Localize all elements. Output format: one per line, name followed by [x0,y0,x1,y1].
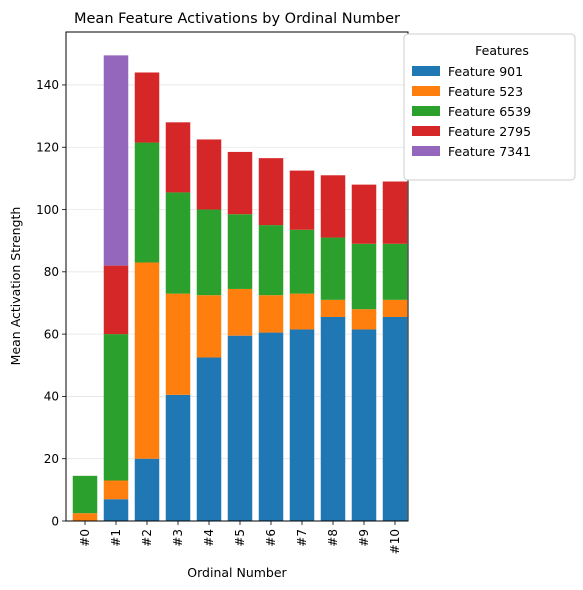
bar-n2-feature-2795 [134,72,160,143]
bar-n0-feature-523 [72,513,98,521]
bar-n10-feature-523 [382,299,408,317]
y-tick-label: 0 [51,514,59,528]
x-tick-label: #0 [78,529,92,547]
legend-title: Features [475,43,529,58]
y-tick-label: 120 [36,141,59,155]
legend-box [403,33,576,181]
bar-n1-feature-7341 [103,55,129,266]
bar-n2-feature-901 [134,458,160,521]
legend-items: Feature 901 Feature 523 Feature 6539 Featur… [412,64,531,159]
bar-n4-feature-901 [196,357,222,521]
bar-n6-feature-523 [258,295,284,333]
x-tick-label: #8 [326,529,340,547]
bar-n1-feature-523 [103,480,129,500]
plot-frame [65,31,409,522]
bar-n7-feature-2795 [289,170,315,230]
legend-swatch [412,146,440,156]
bar-n4-feature-6539 [196,209,222,296]
bar-n3-feature-6539 [165,192,191,294]
bar-n3-feature-523 [165,293,191,395]
y-tick-label: 60 [44,327,59,341]
x-tick-label: #10 [388,529,402,554]
x-tick-label: #5 [233,529,247,547]
legend-swatch [412,126,440,136]
bars [72,55,408,521]
bar-n6-feature-901 [258,332,284,521]
x-tick-label: #6 [264,529,278,547]
x-tick-label: #3 [171,529,185,547]
y-axis-label: Mean Activation Strength [8,207,23,366]
bar-n1-feature-6539 [103,334,129,481]
bar-n5-feature-523 [227,288,253,336]
legend-swatch [412,66,440,76]
bar-n8-feature-6539 [320,237,346,300]
bar-n9-feature-523 [351,309,377,330]
bar-n7-feature-523 [289,293,315,330]
bar-n5-feature-6539 [227,214,253,289]
bar-n3-feature-2795 [165,122,191,193]
y-tick-label: 140 [36,78,59,92]
legend-label: Feature 2795 [448,124,531,139]
x-axis-label: Ordinal Number [187,565,287,580]
y-tick-label: 40 [44,390,59,404]
bar-n8-feature-523 [320,299,346,317]
bar-n10-feature-901 [382,316,408,521]
axes: #0 #1 #2 #3 #4 #5 #6 #7 #8 #9 #10 0 20 40 60 80 100 120 14… [36,31,409,554]
legend-label: Feature 7341 [448,144,531,159]
legend-swatch [412,106,440,116]
bar-n6-feature-6539 [258,225,284,296]
legend-label: Feature 901 [448,64,523,79]
x-tick-label: #9 [357,529,371,547]
bar-n10-feature-6539 [382,243,408,300]
bar-n5-feature-2795 [227,151,253,215]
bar-n3-feature-901 [165,394,191,521]
legend-label: Feature 523 [448,84,523,99]
y-tick-label: 20 [44,452,59,466]
y-tick-label: 100 [36,203,59,217]
bar-n9-feature-6539 [351,243,377,310]
bar-n10-feature-2795 [382,181,408,244]
legend-swatch [412,86,440,96]
bar-n1-feature-901 [103,499,129,521]
legend-label: Feature 6539 [448,104,531,119]
bar-n1-feature-2795 [103,265,129,335]
bar-n9-feature-901 [351,329,377,521]
x-tick-label: #7 [295,529,309,547]
bar-n8-feature-2795 [320,175,346,238]
x-tick-label: #1 [109,529,123,547]
bar-n9-feature-2795 [351,184,377,244]
bar-n0-feature-6539 [72,475,98,514]
bar-n8-feature-901 [320,316,346,521]
bar-n7-feature-6539 [289,229,315,294]
bar-n2-feature-6539 [134,142,160,263]
y-tick-label: 80 [44,265,59,279]
bar-n4-feature-2795 [196,139,222,210]
bar-n5-feature-901 [227,335,253,521]
bar-n6-feature-2795 [258,158,284,226]
x-tick-label: #2 [140,529,154,547]
bar-n7-feature-901 [289,329,315,521]
legend: Features Feature 901 Feature 523 Feature 6… [403,33,576,181]
chart-title: Mean Feature Activations by Ordinal Numb… [74,11,400,27]
bar-n4-feature-523 [196,295,222,358]
x-tick-label: #4 [202,529,216,547]
bar-n2-feature-523 [134,262,160,459]
